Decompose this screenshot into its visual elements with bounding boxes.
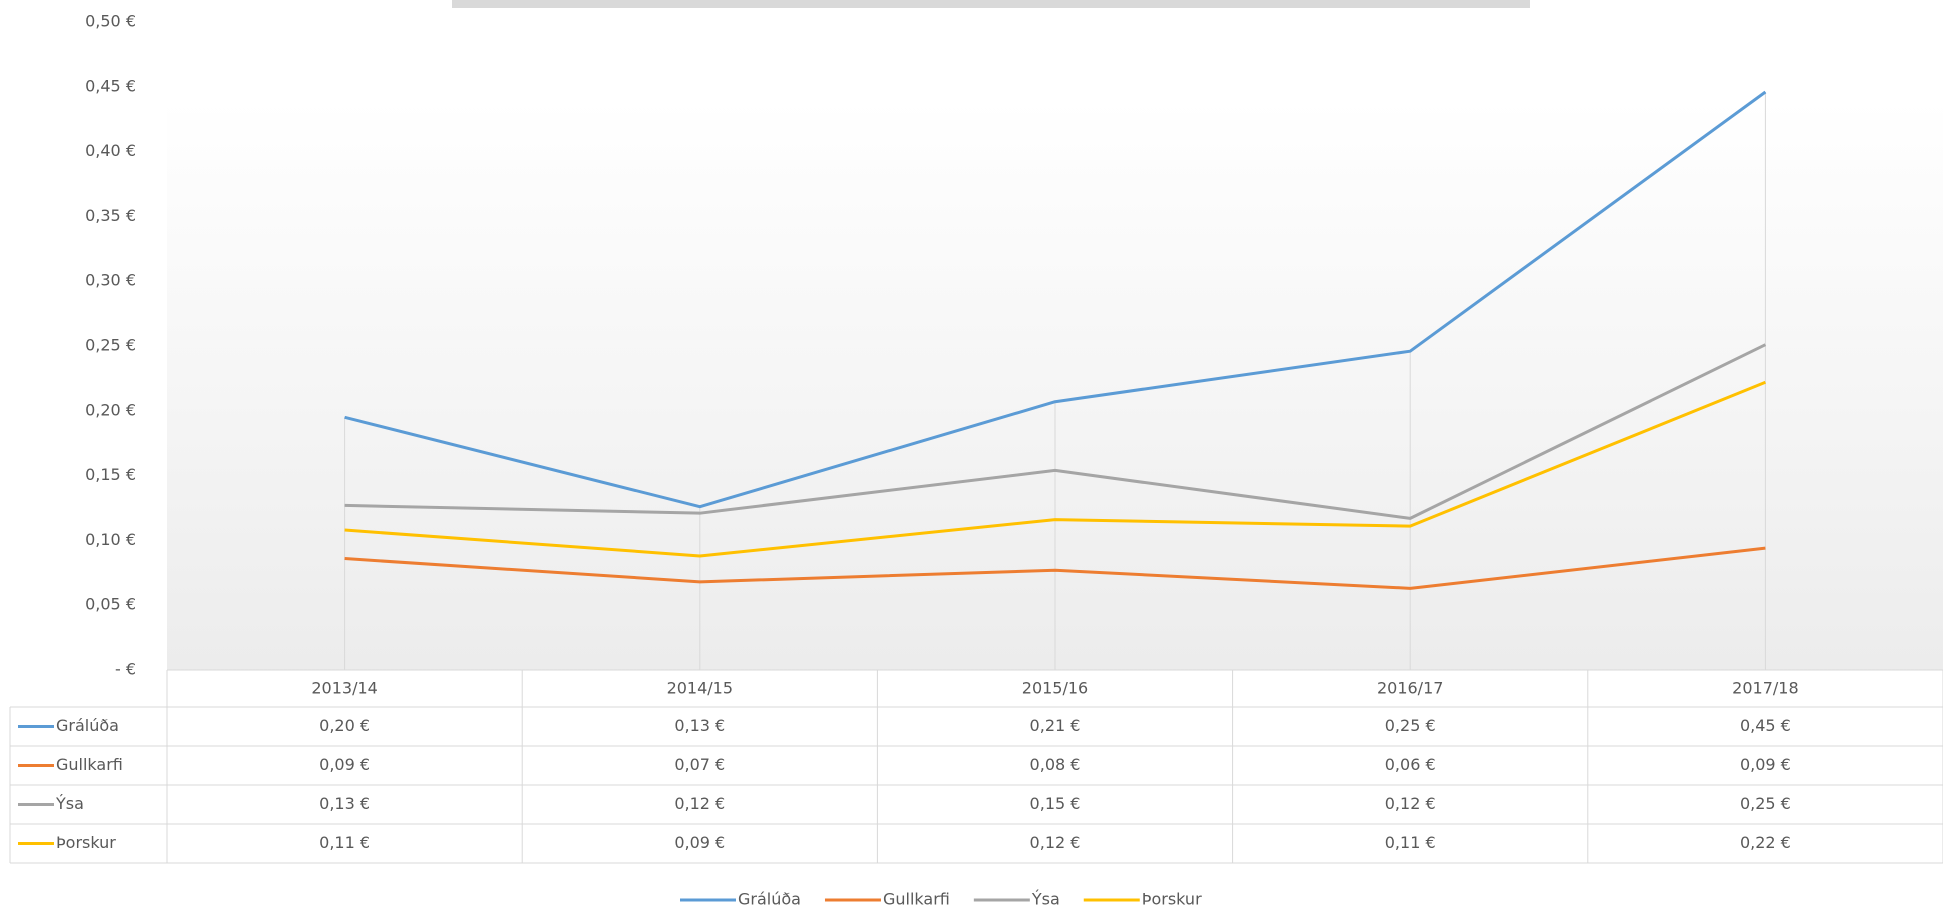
table-row-label: Grálúða [56, 716, 119, 735]
table-cell: 0,09 € [319, 755, 370, 774]
table-cell: 0,06 € [1385, 755, 1436, 774]
y-tick-label: 0,10 € [85, 530, 136, 549]
y-tick-label: 0,40 € [85, 141, 136, 160]
table-cell: 0,25 € [1385, 716, 1436, 735]
table-cell: 0,13 € [319, 794, 370, 813]
y-tick-label: 0,50 € [85, 12, 136, 31]
series-line [344, 380, 1766, 558]
series-line [344, 90, 1767, 509]
y-tick-label: 0,20 € [85, 400, 136, 419]
x-tick-label: 2016/17 [1377, 679, 1443, 698]
table-cell: 0,15 € [1030, 794, 1081, 813]
table-cell: 0,12 € [1385, 794, 1436, 813]
table-cell: 0,11 € [1385, 833, 1436, 852]
series-line [344, 546, 1766, 590]
x-tick-label: 2014/15 [667, 679, 733, 698]
y-tick-label: 0,45 € [85, 76, 136, 95]
table-cell: 0,12 € [1030, 833, 1081, 852]
legend-label: Þorskur [1142, 890, 1202, 909]
y-tick-label: 0,15 € [85, 465, 136, 484]
legend-label: Ýsa [1031, 890, 1060, 909]
table-cell: 0,08 € [1030, 755, 1081, 774]
table-row-label: Ýsa [55, 794, 84, 813]
table-row-label: Þorskur [56, 833, 116, 852]
table-cell: 0,11 € [319, 833, 370, 852]
table-cell: 0,22 € [1740, 833, 1791, 852]
series-line [344, 343, 1767, 520]
y-tick-label: 0,30 € [85, 271, 136, 290]
table-row-label: Gullkarfi [56, 755, 123, 774]
table-cell: 0,25 € [1740, 794, 1791, 813]
legend-label: Gullkarfi [883, 890, 950, 909]
y-tick-label: 0,05 € [85, 595, 136, 614]
table-cell: 0,07 € [674, 755, 725, 774]
x-tick-label: 2017/18 [1732, 679, 1798, 698]
title-placeholder [452, 0, 1530, 8]
x-tick-label: 2013/14 [311, 679, 377, 698]
table-cell: 0,13 € [674, 716, 725, 735]
table-cell: 0,12 € [674, 794, 725, 813]
y-tick-label: 0,25 € [85, 336, 136, 355]
table-cell: 0,09 € [1740, 755, 1791, 774]
table-cell: 0,20 € [319, 716, 370, 735]
y-tick-label: 0,35 € [85, 206, 136, 225]
legend-label: Grálúða [738, 890, 801, 909]
table-cell: 0,09 € [674, 833, 725, 852]
x-tick-label: 2015/16 [1022, 679, 1088, 698]
y-tick-label: - € [115, 660, 136, 679]
table-cell: 0,45 € [1740, 716, 1791, 735]
table-cell: 0,21 € [1030, 716, 1081, 735]
